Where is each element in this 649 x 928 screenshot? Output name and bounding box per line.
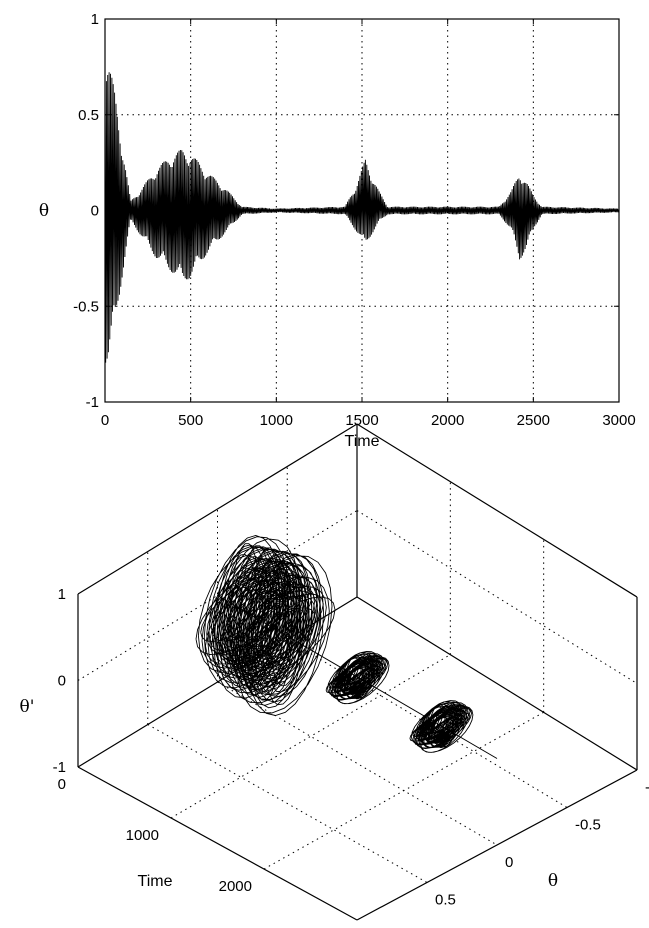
top-xtick-label: 1000 (260, 412, 293, 429)
trajectory-3d (195, 535, 498, 759)
bottom-theta-label: θ (548, 871, 558, 891)
z-tick-label: -1 (53, 759, 66, 776)
floor-grid-theta (147, 724, 428, 883)
top-ylabel: θ (39, 201, 49, 221)
theta-tick-label: 0 (505, 854, 513, 871)
time-tick-label: 1000 (126, 827, 159, 844)
top-ticks: 0 500 1000 1500 2000 2500 3000 1 0.5 0 -0.5 -1 (73, 11, 636, 429)
bottom-dtheta-label: θ' (20, 697, 35, 717)
top-xtick-label: 2500 (517, 412, 550, 429)
top-xtick-label: 500 (178, 412, 203, 429)
z-tick-label: 1 (58, 586, 66, 603)
trajectory-cluster (409, 700, 474, 753)
box-edge (356, 769, 638, 921)
trajectory-cluster (195, 535, 336, 716)
top-xtick-label: 0 (101, 412, 109, 429)
top-ytick-label: -1 (86, 394, 99, 411)
top-ytick-label: 0.5 (78, 107, 99, 124)
top-ytick-label: 0 (91, 203, 99, 220)
trajectory-axis-line (217, 595, 498, 759)
time-tick-label: 0 (58, 776, 66, 793)
theta-tick-label: 0.5 (435, 892, 456, 909)
theta-tick-label: -0.5 (575, 817, 601, 834)
floor-grid-theta (217, 681, 498, 846)
bottom-time-label: Time (138, 873, 173, 890)
top-xtick-label: 1500 (345, 412, 378, 429)
top-ytick-label: 1 (91, 11, 99, 28)
bottom-ticks: 10-10100020003000-1-0.500.5 (53, 586, 649, 909)
top-ytick-label: -0.5 (73, 298, 99, 315)
top-xlabel: Time (345, 433, 380, 450)
box-edge (77, 766, 358, 921)
z-tick-label: 0 (58, 673, 66, 690)
floor-grid-time (170, 654, 451, 819)
top-xtick-label: 2000 (431, 412, 464, 429)
wall-grid-z (356, 510, 638, 684)
box-edge (77, 423, 358, 595)
top-plot: 0 500 1000 1500 2000 2500 3000 1 0.5 0 -0.5 -1 Time… (39, 11, 636, 450)
theta-tick-label: -1 (645, 779, 649, 796)
time-tick-label: 2000 (219, 878, 252, 895)
theta-series-line (104, 72, 620, 363)
box-edge (356, 596, 638, 771)
bottom-plot-3d: 10-10100020003000-1-0.500.5 Time θ θ' (20, 423, 649, 921)
top-xtick-label: 3000 (602, 412, 635, 429)
top-grid (105, 19, 619, 402)
trajectory-cluster (325, 650, 390, 705)
box-edge (356, 423, 638, 598)
